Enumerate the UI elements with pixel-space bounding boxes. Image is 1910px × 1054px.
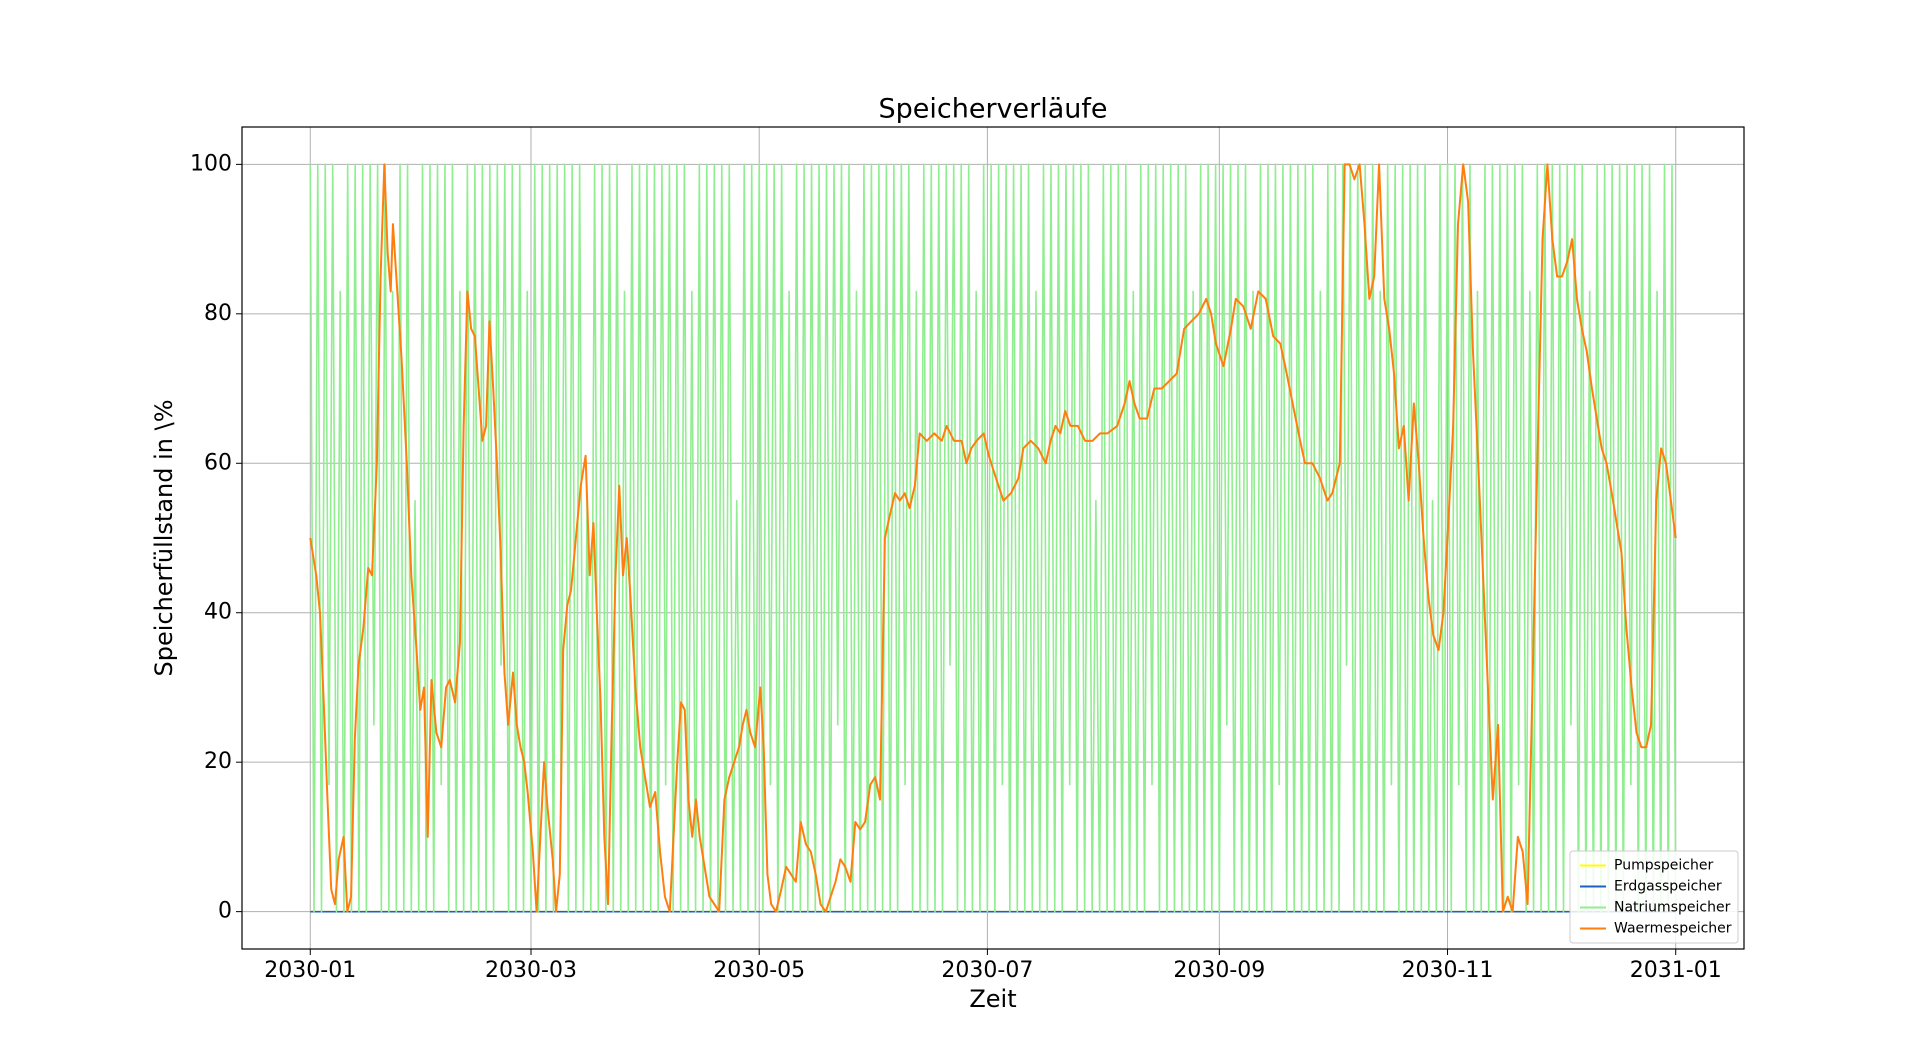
x-tick-label: 2030-11 <box>1402 958 1494 983</box>
x-tick-label: 2031-01 <box>1630 958 1722 983</box>
x-tick-label: 2030-05 <box>713 958 805 983</box>
series-line <box>309 163 1677 913</box>
x-tick-label: 2030-03 <box>485 958 577 983</box>
y-tick-label: 20 <box>204 749 232 774</box>
y-axis-label: Speicherfüllstand in \% <box>150 399 178 676</box>
y-tick-label: 100 <box>190 151 232 176</box>
y-tick-label: 0 <box>218 899 232 924</box>
legend-label: Waermespeicher <box>1614 921 1732 937</box>
legend-label: Erdgasspeicher <box>1614 879 1722 895</box>
x-tick-label: 2030-07 <box>941 958 1033 983</box>
series-line <box>309 163 1677 913</box>
y-tick-label: 40 <box>204 600 232 625</box>
x-tick-label: 2030-09 <box>1173 958 1265 983</box>
x-tick-label: 2030-01 <box>264 958 356 983</box>
x-axis-label: Zeit <box>969 985 1016 1013</box>
y-tick-label: 80 <box>204 301 232 326</box>
legend-label: Natriumspeicher <box>1614 900 1731 916</box>
legend-label: Pumpspeicher <box>1614 858 1713 874</box>
legend-box <box>1569 850 1739 944</box>
y-tick-label: 60 <box>204 450 232 475</box>
chart-title: Speicherverläufe <box>878 94 1107 125</box>
plot-frame <box>241 126 1745 950</box>
